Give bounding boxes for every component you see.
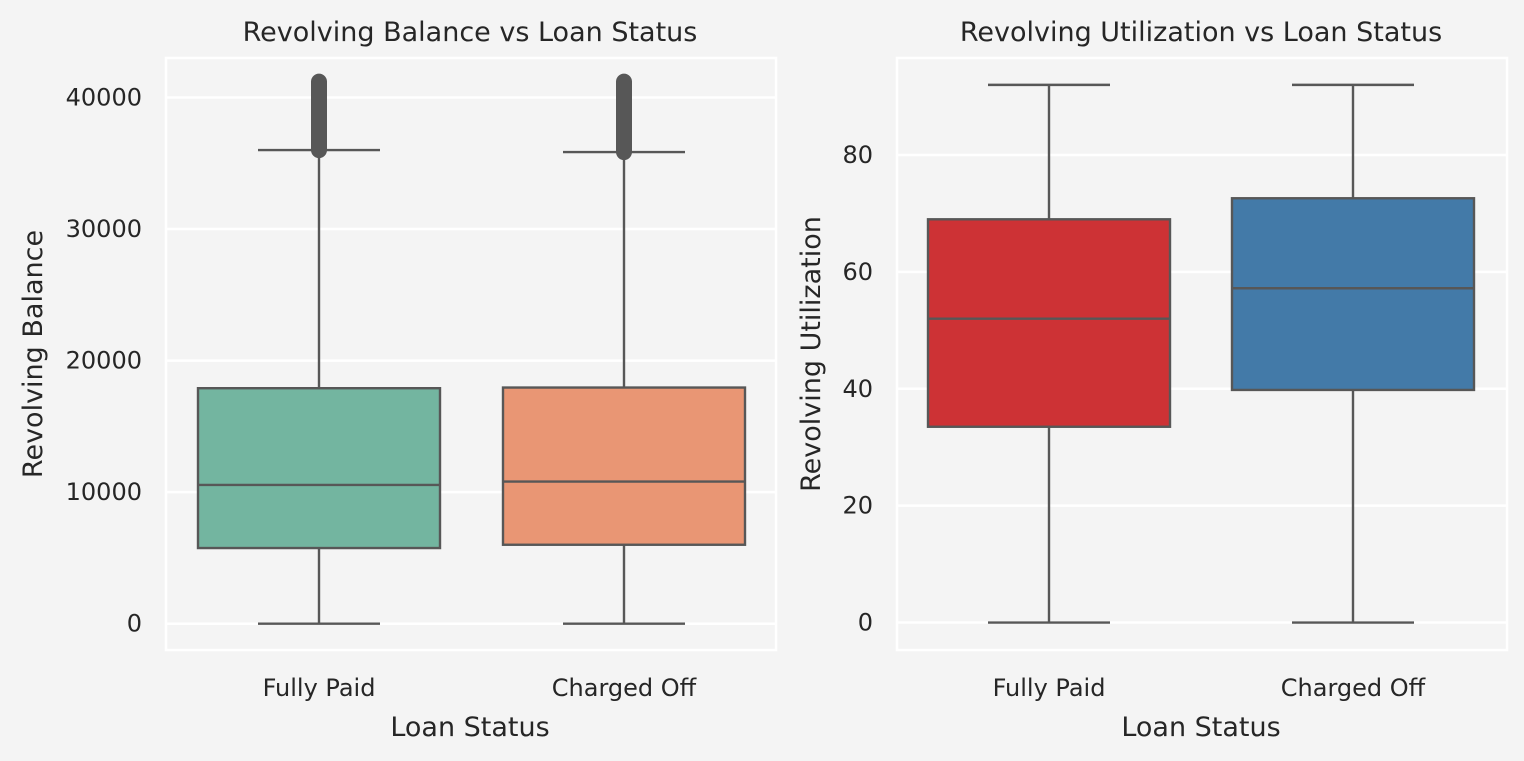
revolving-balance-chart: 0 10000 20000 30000 40000 Fully Paid Charged …: [18, 17, 778, 743]
chart-title-balance: Revolving Balance vs Loan Status: [243, 17, 698, 48]
y-axis-label-utilization: Revolving Utilization: [796, 216, 827, 492]
box-iqr: [1230, 197, 1476, 392]
x-tick-labels-utilization: Fully Paid Charged Off: [993, 674, 1426, 702]
y-tick-label: 40: [842, 375, 873, 403]
x-tick-label: Fully Paid: [993, 674, 1106, 702]
y-tick-label: 80: [842, 141, 873, 169]
x-tick-label: Fully Paid: [263, 674, 376, 702]
y-axis-label-balance: Revolving Balance: [18, 230, 49, 478]
x-tick-label: Charged Off: [1281, 674, 1426, 702]
boxes-balance: [196, 73, 747, 625]
x-tick-labels-balance: Fully Paid Charged Off: [263, 674, 697, 702]
y-tick-labels-balance: 0 10000 20000 30000 40000: [66, 83, 142, 637]
x-axis-label-balance: Loan Status: [390, 712, 549, 743]
y-tick-label: 40000: [66, 83, 142, 111]
y-tick-label: 0: [858, 609, 873, 637]
box-iqr: [196, 387, 442, 550]
y-tick-label: 20: [842, 492, 873, 520]
y-tick-label: 60: [842, 258, 873, 286]
chart-title-utilization: Revolving Utilization vs Loan Status: [960, 17, 1442, 48]
x-axis-label-utilization: Loan Status: [1121, 712, 1280, 743]
y-tick-labels-utilization: 0 20 40 60 80: [842, 141, 873, 637]
box-iqr: [926, 218, 1172, 428]
box-iqr: [501, 386, 747, 546]
revolving-utilization-chart: 0 20 40 60 80 Fully Paid Charged Off Revolvin…: [796, 17, 1509, 743]
y-tick-label: 10000: [66, 478, 142, 506]
y-tick-label: 30000: [66, 215, 142, 243]
x-tick-label: Charged Off: [552, 674, 697, 702]
y-tick-label: 0: [127, 610, 142, 638]
y-tick-label: 20000: [66, 347, 142, 375]
boxes-utilization: [926, 83, 1476, 624]
plot-area-balance: [164, 56, 778, 652]
